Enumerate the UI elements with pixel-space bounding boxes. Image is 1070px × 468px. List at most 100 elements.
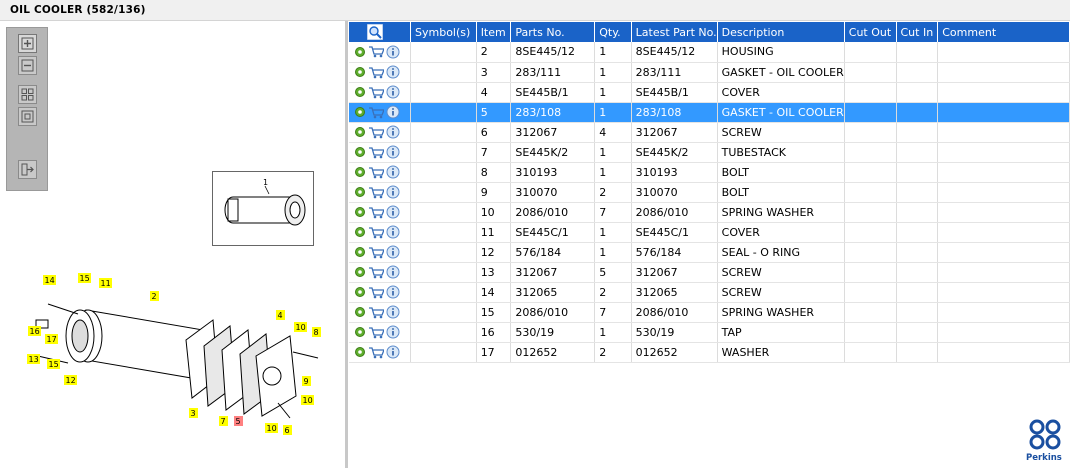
table-row[interactable]: 14 312065 2 312065 SCREW <box>349 282 1070 303</box>
gear-icon[interactable] <box>354 226 366 238</box>
callout-13[interactable]: 13 <box>27 354 40 364</box>
cart-icon[interactable] <box>368 45 384 58</box>
column-header-qty[interactable]: Qty. <box>594 22 632 42</box>
table-row[interactable]: 12 576/184 1 576/184 SEAL - O RING <box>349 242 1070 263</box>
callout-7[interactable]: 7 <box>219 416 228 426</box>
info-icon[interactable] <box>386 265 400 279</box>
info-icon[interactable] <box>386 85 400 99</box>
gear-icon[interactable] <box>354 146 366 158</box>
table-row[interactable]: 15 2086/010 7 2086/010 SPRING WASHER <box>349 302 1070 323</box>
cart-icon[interactable] <box>368 206 384 219</box>
info-icon[interactable] <box>386 45 400 59</box>
table-row[interactable]: 6 312067 4 312067 SCREW <box>349 122 1070 143</box>
cart-icon[interactable] <box>368 346 384 359</box>
callout-2[interactable]: 2 <box>150 291 159 301</box>
cart-icon[interactable] <box>368 86 384 99</box>
table-row[interactable]: 17 012652 2 012652 WASHER <box>349 342 1070 363</box>
column-header-latest-part-no[interactable]: Latest Part No. <box>631 22 718 42</box>
column-header-description[interactable]: Description <box>717 22 845 42</box>
info-icon[interactable] <box>386 185 400 199</box>
pane-splitter[interactable] <box>345 21 348 468</box>
cart-icon[interactable] <box>368 146 384 159</box>
cart-icon[interactable] <box>368 166 384 179</box>
callout-17[interactable]: 17 <box>45 334 58 344</box>
info-icon[interactable] <box>386 285 400 299</box>
table-row[interactable]: 10 2086/010 7 2086/010 SPRING WASHER <box>349 202 1070 223</box>
column-header-parts-no[interactable]: Parts No. <box>510 22 596 42</box>
gear-icon[interactable] <box>354 346 366 358</box>
table-row[interactable]: 3 283/111 1 283/111 GASKET - OIL COOLER <box>349 62 1070 83</box>
info-icon[interactable] <box>386 305 400 319</box>
gear-icon[interactable] <box>354 106 366 118</box>
fit-window-button[interactable] <box>18 107 37 126</box>
gear-icon[interactable] <box>354 286 366 298</box>
gear-icon[interactable] <box>354 166 366 178</box>
callout-8[interactable]: 8 <box>312 327 321 337</box>
column-header-comment[interactable]: Comment <box>937 22 1070 42</box>
table-row[interactable]: 13 312067 5 312067 SCREW <box>349 262 1070 283</box>
info-icon[interactable] <box>386 325 400 339</box>
gear-icon[interactable] <box>354 126 366 138</box>
callout-3[interactable]: 3 <box>189 408 198 418</box>
table-row[interactable]: 11 SE445C/1 1 SE445C/1 COVER <box>349 222 1070 243</box>
info-icon[interactable] <box>386 225 400 239</box>
callout-9[interactable]: 9 <box>302 376 311 386</box>
info-icon[interactable] <box>386 245 400 259</box>
table-row[interactable]: 5 283/108 1 283/108 GASKET - OIL COOLER <box>349 102 1070 123</box>
gear-icon[interactable] <box>354 86 366 98</box>
callout-4[interactable]: 4 <box>276 310 285 320</box>
cart-icon[interactable] <box>368 186 384 199</box>
column-header-find[interactable] <box>349 22 412 42</box>
callout-10[interactable]: 10 <box>294 322 307 332</box>
callout-10[interactable]: 10 <box>265 423 278 433</box>
callout-11[interactable]: 11 <box>99 278 112 288</box>
callout-5[interactable]: 5 <box>234 416 243 426</box>
cart-icon[interactable] <box>368 66 384 79</box>
callout-6[interactable]: 6 <box>283 425 292 435</box>
cart-icon[interactable] <box>368 286 384 299</box>
gear-icon[interactable] <box>354 266 366 278</box>
info-icon[interactable] <box>386 145 400 159</box>
info-icon[interactable] <box>386 205 400 219</box>
thumbnail-view[interactable]: 1 <box>212 171 314 246</box>
cart-icon[interactable] <box>368 266 384 279</box>
cart-icon[interactable] <box>368 246 384 259</box>
gear-icon[interactable] <box>354 186 366 198</box>
info-icon[interactable] <box>386 165 400 179</box>
info-icon[interactable] <box>386 345 400 359</box>
callout-16[interactable]: 16 <box>28 326 41 336</box>
callout-10[interactable]: 10 <box>301 395 314 405</box>
callout-12[interactable]: 12 <box>64 375 77 385</box>
column-header-cut-out[interactable]: Cut Out <box>844 22 897 42</box>
export-button[interactable] <box>18 160 37 179</box>
cart-icon[interactable] <box>368 226 384 239</box>
gear-icon[interactable] <box>354 306 366 318</box>
table-row[interactable]: 16 530/19 1 530/19 TAP <box>349 322 1070 343</box>
cart-icon[interactable] <box>368 126 384 139</box>
info-icon[interactable] <box>386 125 400 139</box>
callout-14[interactable]: 14 <box>43 275 56 285</box>
column-header-symbols[interactable]: Symbol(s) <box>410 22 477 42</box>
fit-all-button[interactable] <box>18 85 37 104</box>
gear-icon[interactable] <box>354 66 366 78</box>
cart-icon[interactable] <box>368 106 384 119</box>
table-row[interactable]: 8 310193 1 310193 BOLT <box>349 162 1070 183</box>
table-row[interactable]: 2 8SE445/12 1 8SE445/12 HOUSING <box>349 42 1070 63</box>
exploded-diagram[interactable]: 14 15 11 2 16 17 13 15 12 4 10 8 9 10 3 7 5 10 6 <box>8 268 338 443</box>
zoom-in-button[interactable] <box>18 34 37 53</box>
zoom-out-button[interactable] <box>18 56 37 75</box>
gear-icon[interactable] <box>354 326 366 338</box>
column-header-cut-in[interactable]: Cut In <box>896 22 939 42</box>
gear-icon[interactable] <box>354 246 366 258</box>
info-icon[interactable] <box>386 65 400 79</box>
table-row[interactable]: 4 SE445B/1 1 SE445B/1 COVER <box>349 82 1070 103</box>
gear-icon[interactable] <box>354 206 366 218</box>
cart-icon[interactable] <box>368 306 384 319</box>
table-row[interactable]: 7 SE445K/2 1 SE445K/2 TUBESTACK <box>349 142 1070 163</box>
table-row[interactable]: 9 310070 2 310070 BOLT <box>349 182 1070 203</box>
info-icon[interactable] <box>386 105 400 119</box>
cart-icon[interactable] <box>368 326 384 339</box>
column-header-item[interactable]: Item <box>476 22 512 42</box>
gear-icon[interactable] <box>354 46 366 58</box>
callout-15[interactable]: 15 <box>78 273 91 283</box>
